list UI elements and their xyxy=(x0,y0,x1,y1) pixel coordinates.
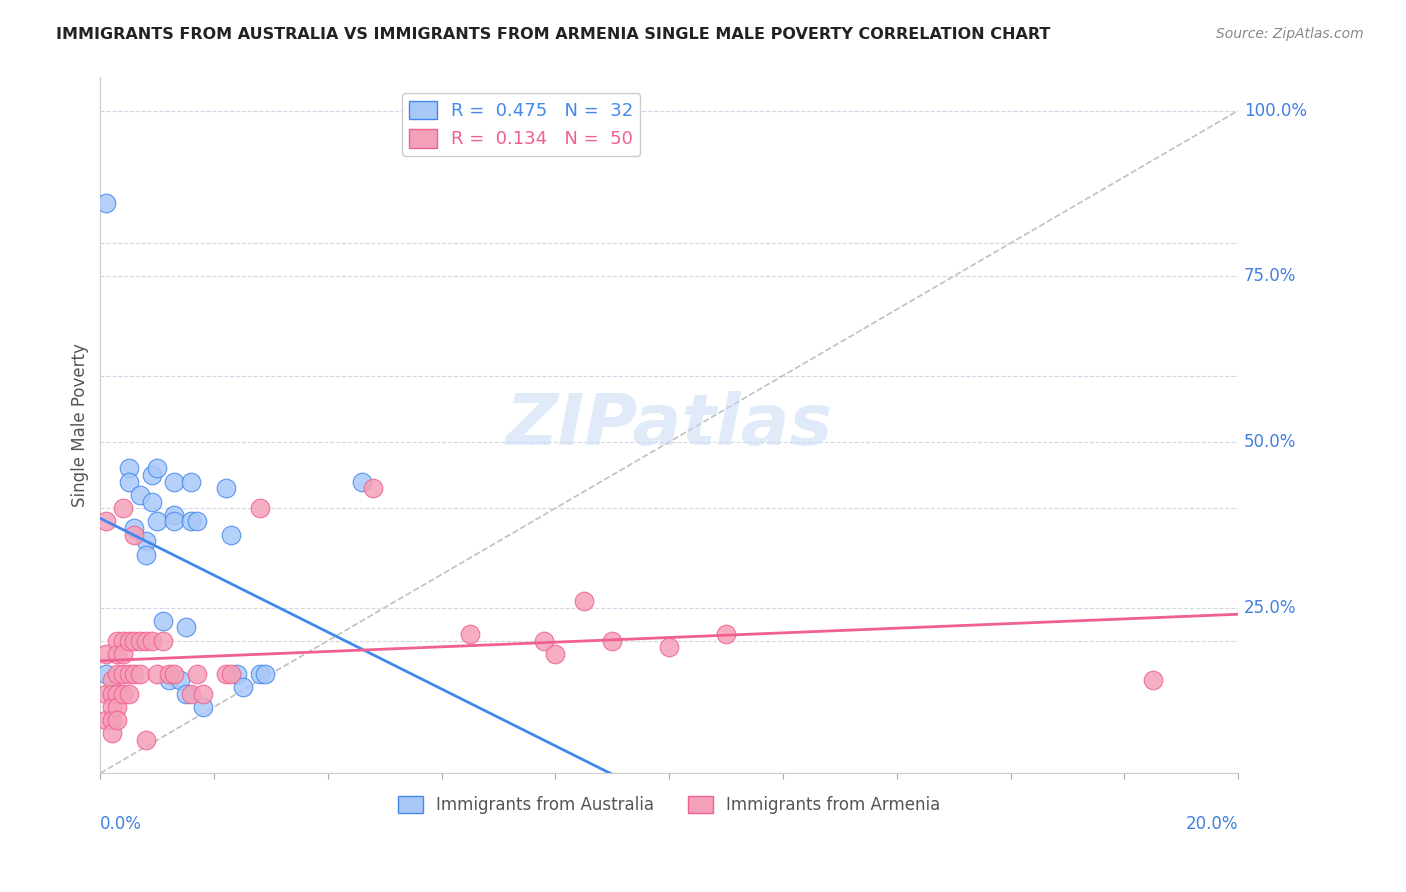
Point xyxy=(135,534,157,549)
Point xyxy=(163,666,186,681)
Text: 50.0%: 50.0% xyxy=(1244,433,1296,450)
Point xyxy=(249,666,271,681)
Point xyxy=(1142,673,1164,688)
Point xyxy=(191,687,214,701)
Text: IMMIGRANTS FROM AUSTRALIA VS IMMIGRANTS FROM ARMENIA SINGLE MALE POVERTY CORRELA: IMMIGRANTS FROM AUSTRALIA VS IMMIGRANTS … xyxy=(56,27,1050,42)
Point xyxy=(135,733,157,747)
Point xyxy=(157,666,180,681)
Point xyxy=(124,633,146,648)
Point xyxy=(163,475,186,489)
Point xyxy=(146,461,169,475)
Point xyxy=(107,713,129,727)
Point xyxy=(94,196,117,211)
Point xyxy=(94,666,117,681)
Point xyxy=(214,666,236,681)
Point xyxy=(112,647,135,661)
Point xyxy=(100,687,122,701)
Point xyxy=(714,627,737,641)
Point xyxy=(141,494,163,508)
Point xyxy=(169,673,191,688)
Point xyxy=(112,687,135,701)
Point xyxy=(94,647,117,661)
Point xyxy=(254,666,277,681)
Text: 75.0%: 75.0% xyxy=(1244,268,1296,285)
Point xyxy=(219,527,242,541)
Point xyxy=(112,501,135,516)
Point xyxy=(186,666,208,681)
Point xyxy=(118,666,141,681)
Point xyxy=(163,508,186,522)
Point xyxy=(107,700,129,714)
Text: 0.0%: 0.0% xyxy=(100,815,142,833)
Point xyxy=(124,527,146,541)
Point xyxy=(186,515,208,529)
Point xyxy=(163,515,186,529)
Text: 20.0%: 20.0% xyxy=(1185,815,1239,833)
Point xyxy=(124,666,146,681)
Point xyxy=(219,666,242,681)
Point xyxy=(107,687,129,701)
Point xyxy=(174,687,197,701)
Point xyxy=(157,673,180,688)
Point xyxy=(533,633,555,648)
Point xyxy=(658,640,681,655)
Point xyxy=(100,713,122,727)
Point xyxy=(174,620,197,634)
Point xyxy=(152,614,174,628)
Point xyxy=(118,461,141,475)
Point xyxy=(94,713,117,727)
Text: ZIPatlas: ZIPatlas xyxy=(506,391,832,459)
Point xyxy=(180,515,202,529)
Point xyxy=(152,633,174,648)
Point xyxy=(100,687,122,701)
Point xyxy=(129,666,152,681)
Point xyxy=(141,468,163,483)
Point xyxy=(146,666,169,681)
Point xyxy=(129,488,152,502)
Point xyxy=(180,687,202,701)
Point xyxy=(94,687,117,701)
Point xyxy=(602,633,624,648)
Point xyxy=(94,515,117,529)
Point xyxy=(225,666,247,681)
Legend: Immigrants from Australia, Immigrants from Armenia: Immigrants from Australia, Immigrants fr… xyxy=(391,789,948,821)
Point xyxy=(135,633,157,648)
Point xyxy=(232,680,254,694)
Point xyxy=(118,687,141,701)
Y-axis label: Single Male Poverty: Single Male Poverty xyxy=(72,343,89,508)
Point xyxy=(352,475,374,489)
Point xyxy=(214,481,236,495)
Point xyxy=(458,627,481,641)
Point xyxy=(100,726,122,740)
Point xyxy=(118,633,141,648)
Point xyxy=(141,633,163,648)
Point xyxy=(112,633,135,648)
Point xyxy=(129,633,152,648)
Point xyxy=(180,475,202,489)
Point xyxy=(107,647,129,661)
Point xyxy=(100,700,122,714)
Point xyxy=(249,501,271,516)
Point xyxy=(107,633,129,648)
Point xyxy=(100,673,122,688)
Point xyxy=(118,475,141,489)
Text: Source: ZipAtlas.com: Source: ZipAtlas.com xyxy=(1216,27,1364,41)
Point xyxy=(124,521,146,535)
Point xyxy=(112,666,135,681)
Text: 25.0%: 25.0% xyxy=(1244,599,1296,616)
Point xyxy=(572,594,595,608)
Point xyxy=(146,515,169,529)
Point xyxy=(544,647,567,661)
Point xyxy=(135,548,157,562)
Point xyxy=(191,700,214,714)
Point xyxy=(363,481,385,495)
Point xyxy=(107,666,129,681)
Text: 100.0%: 100.0% xyxy=(1244,102,1308,120)
